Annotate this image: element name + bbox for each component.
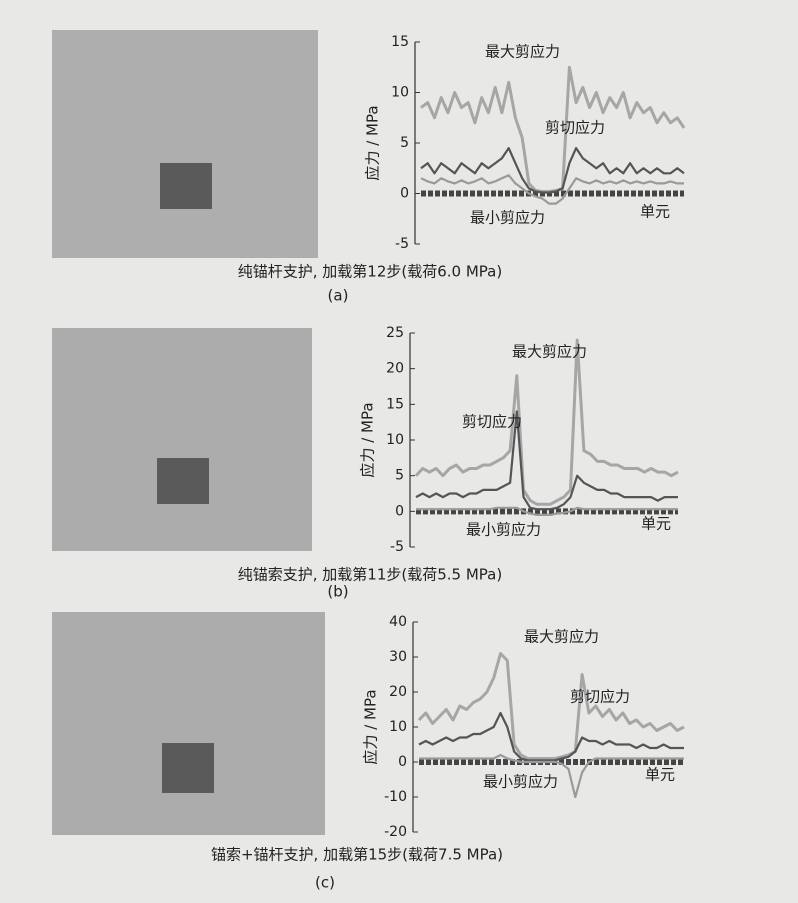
panel-label: (c) <box>315 874 335 892</box>
y-tick-label: 10 <box>391 85 409 101</box>
simulation-image-c <box>52 612 325 835</box>
simulation-image-a <box>52 30 318 258</box>
image-background <box>52 30 318 258</box>
simulation-image-b <box>52 328 312 551</box>
x-axis-label: 单元 <box>645 766 675 784</box>
y-tick-label: 20 <box>386 361 404 377</box>
annotation: 剪切应力 <box>570 688 630 706</box>
annotation: 最大剪应力 <box>524 628 599 646</box>
x-axis-label: 单元 <box>641 515 671 533</box>
caption: 纯锚杆支护, 加载第12步(载荷6.0 MPa) <box>238 263 502 281</box>
annotation: 剪切应力 <box>462 413 522 431</box>
panel-label: (b) <box>327 583 348 601</box>
panel-label: (a) <box>328 287 349 305</box>
y-tick-label: 10 <box>389 719 407 735</box>
y-tick-label: 25 <box>386 325 404 341</box>
y-tick-label: 15 <box>391 34 409 50</box>
y-tick-label: 0 <box>395 503 404 519</box>
y-tick-label: 15 <box>386 396 404 412</box>
series-line <box>416 506 678 516</box>
y-tick-label: 20 <box>389 684 407 700</box>
y-tick-label: 0 <box>398 754 407 770</box>
series-line <box>414 338 679 506</box>
y-axis-label: 应力 / MPa <box>362 689 380 764</box>
y-tick-label: 10 <box>386 432 404 448</box>
series-line <box>415 410 678 511</box>
series-line <box>417 652 685 760</box>
y-tick-label: -20 <box>384 824 407 840</box>
y-tick-label: 0 <box>400 186 409 202</box>
annotation: 最大剪应力 <box>512 343 587 361</box>
y-tick-label: 5 <box>395 468 404 484</box>
y-tick-label: -5 <box>395 236 409 252</box>
y-axis-label: 应力 / MPa <box>364 105 382 180</box>
y-axis-label: 应力 / MPa <box>359 402 377 477</box>
series-line <box>419 753 684 799</box>
y-tick-label: -5 <box>390 539 404 555</box>
caption: 纯锚索支护, 加载第11步(载荷5.5 MPa) <box>238 566 502 584</box>
opening <box>160 163 212 209</box>
y-tick-label: -10 <box>384 789 407 805</box>
image-background <box>52 328 312 551</box>
y-tick-label: 5 <box>400 135 409 151</box>
caption: 锚索+锚杆支护, 加载第15步(载荷7.5 MPa) <box>211 846 503 864</box>
series-line <box>418 711 684 762</box>
annotation: 最小剪应力 <box>466 521 541 539</box>
series-line <box>420 147 685 194</box>
annotation: 最大剪应力 <box>485 43 560 61</box>
annotation: 剪切应力 <box>545 119 605 137</box>
opening <box>162 743 214 793</box>
image-background <box>52 612 325 835</box>
annotation: 最小剪应力 <box>470 209 545 227</box>
y-tick-label: 30 <box>389 649 407 665</box>
y-tick-label: 40 <box>389 614 407 630</box>
annotation: 最小剪应力 <box>483 773 558 791</box>
opening <box>157 458 209 504</box>
series-line <box>420 174 684 205</box>
x-axis-label: 单元 <box>640 203 670 221</box>
